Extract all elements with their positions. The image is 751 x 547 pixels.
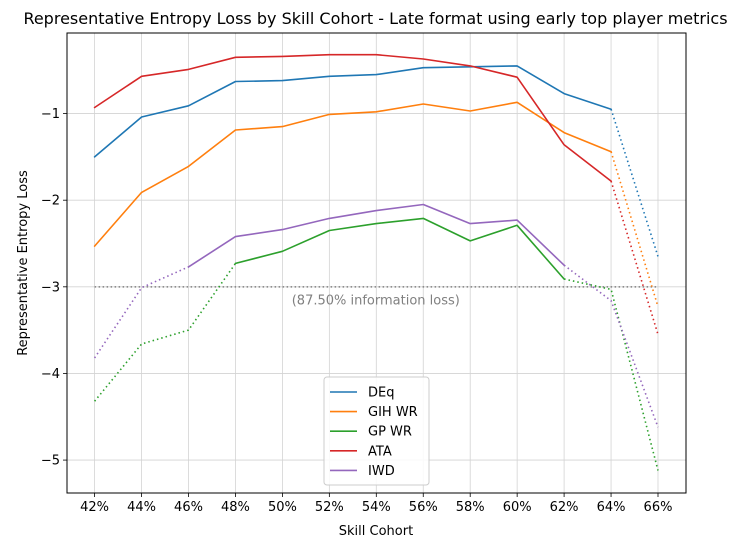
series-ata	[93, 53, 659, 335]
series-gih-wr	[93, 101, 659, 307]
y-axis-ticks: −5 −4 −3 −2 −1	[41, 107, 67, 469]
legend: DEq GIH WR GP WR ATA IWD	[323, 376, 430, 486]
legend-entry-label: ATA	[368, 444, 392, 459]
x-tick-label: 66%	[644, 500, 673, 515]
x-axis-ticks: 42% 44% 46% 48% 50% 52% 54% 56% 58% 60% 62% 64% 66%	[80, 493, 672, 515]
x-tick-label: 42%	[80, 500, 109, 515]
series-line-solid-segment	[93, 101, 612, 247]
x-tick-label: 52%	[315, 500, 344, 515]
y-tick-label: −2	[41, 194, 60, 209]
series-line-dotted-segment	[563, 264, 659, 428]
x-tick-label: 56%	[409, 500, 438, 515]
information-loss-annotation: (87.50% information loss)	[292, 293, 460, 308]
y-tick-label: −4	[41, 367, 60, 382]
series-deq	[93, 65, 659, 257]
series-iwd	[93, 203, 659, 428]
x-tick-label: 64%	[597, 500, 626, 515]
x-tick-label: 58%	[456, 500, 485, 515]
y-axis-label: Representative Entropy Loss	[16, 170, 31, 356]
y-tick-label: −3	[41, 280, 60, 295]
legend-box	[323, 376, 430, 486]
legend-entry-label: IWD	[368, 464, 395, 479]
series-lines	[93, 53, 659, 471]
legend-entry-label: DEq	[368, 386, 394, 401]
annotation: (87.50% information loss)	[292, 293, 460, 308]
chart-title: Representative Entropy Loss by Skill Coh…	[23, 9, 727, 28]
series-line-dotted-segment	[93, 262, 237, 402]
series-line-dotted-segment	[610, 108, 659, 257]
legend-entry-label: GP WR	[368, 425, 412, 440]
x-tick-label: 50%	[268, 500, 297, 515]
legend-entry-label: GIH WR	[368, 405, 418, 420]
x-tick-label: 60%	[503, 500, 532, 515]
series-gp-wr	[93, 217, 659, 471]
y-tick-label: −5	[41, 454, 60, 469]
x-tick-label: 48%	[221, 500, 250, 515]
series-line-solid-segment	[93, 65, 612, 158]
x-tick-label: 54%	[362, 500, 391, 515]
y-tick-label: −1	[41, 107, 60, 122]
series-line-dotted-segment	[610, 151, 659, 307]
series-line-solid-segment	[187, 203, 565, 268]
series-line-dotted-segment	[610, 180, 659, 335]
series-line-dotted-segment	[93, 266, 189, 359]
x-tick-label: 62%	[550, 500, 579, 515]
x-axis-label: Skill Cohort	[339, 524, 413, 539]
series-line-solid-segment	[234, 217, 565, 280]
x-tick-label: 46%	[174, 500, 203, 515]
series-line-solid-segment	[93, 53, 612, 182]
x-tick-label: 44%	[127, 500, 156, 515]
